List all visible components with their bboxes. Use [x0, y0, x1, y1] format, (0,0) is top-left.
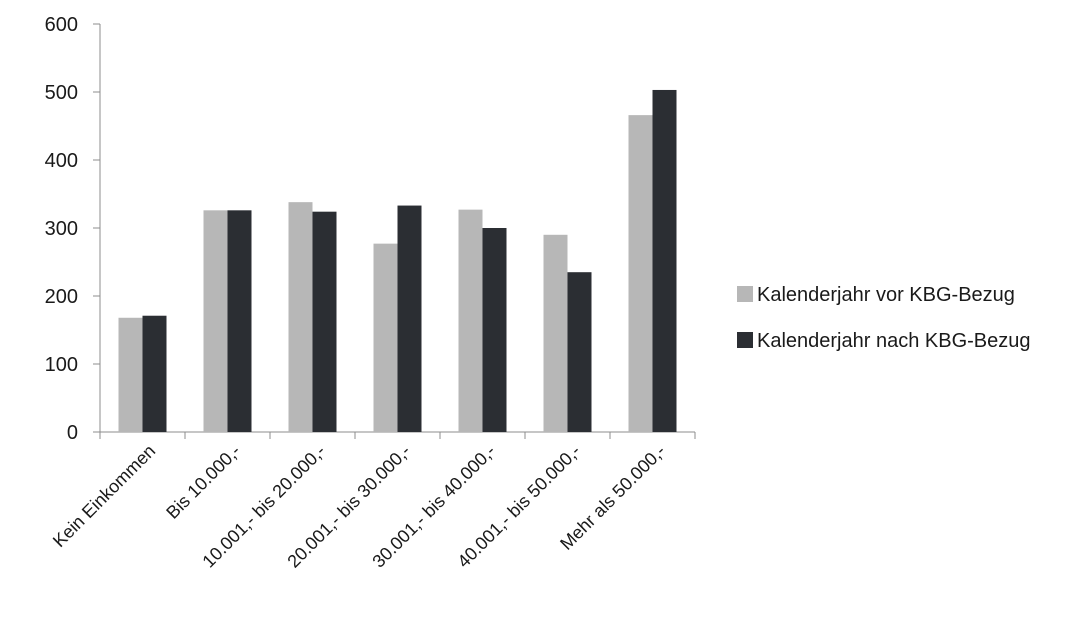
legend-label: Kalenderjahr vor KBG-Bezug	[757, 284, 1015, 306]
bar	[142, 315, 167, 432]
bar	[312, 211, 337, 432]
x-tick-label: Kein Einkommen	[49, 441, 159, 551]
bar	[628, 115, 653, 433]
bar	[482, 228, 507, 432]
y-tick-labels: 0 100 200 300 400 500 600	[45, 14, 78, 444]
bar	[458, 209, 483, 432]
bar	[652, 89, 677, 433]
x-tick-label: Bis 10.000,-	[162, 441, 244, 523]
bar	[373, 243, 398, 432]
y-tick-label: 300	[45, 218, 78, 240]
y-tick-label: 200	[45, 286, 78, 308]
y-tick-label: 400	[45, 150, 78, 172]
bar	[397, 205, 422, 432]
chart-legend: Kalenderjahr vor KBG-Bezug Kalenderjahr n…	[737, 284, 1031, 352]
legend-label: Kalenderjahr nach KBG-Bezug	[757, 330, 1031, 352]
y-tick-label: 0	[67, 422, 78, 444]
chart-axes	[93, 23, 696, 439]
bar	[203, 210, 228, 432]
chart-bars	[118, 89, 677, 433]
bar	[118, 317, 143, 432]
bar	[543, 234, 568, 432]
y-tick-label: 500	[45, 82, 78, 104]
legend-swatch	[737, 286, 753, 302]
y-tick-label: 100	[45, 354, 78, 376]
bar	[288, 202, 313, 432]
legend-swatch	[737, 332, 753, 348]
x-tick-labels: Kein Einkommen Bis 10.000,-10.001,- bis 2…	[49, 441, 669, 572]
y-tick-label: 600	[45, 14, 78, 36]
bar	[567, 272, 592, 432]
bar	[227, 210, 252, 432]
